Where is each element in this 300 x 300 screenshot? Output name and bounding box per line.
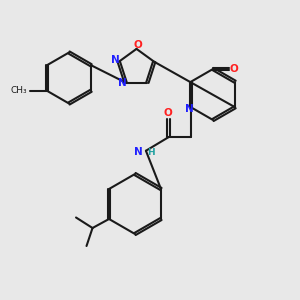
Text: N: N xyxy=(185,104,194,114)
Text: CH₃: CH₃ xyxy=(10,86,27,95)
Text: O: O xyxy=(230,64,238,74)
Text: O: O xyxy=(133,40,142,50)
Text: N: N xyxy=(118,77,126,88)
Text: N: N xyxy=(134,147,142,157)
Text: O: O xyxy=(163,108,172,118)
Text: H: H xyxy=(147,148,155,157)
Text: N: N xyxy=(111,55,120,65)
